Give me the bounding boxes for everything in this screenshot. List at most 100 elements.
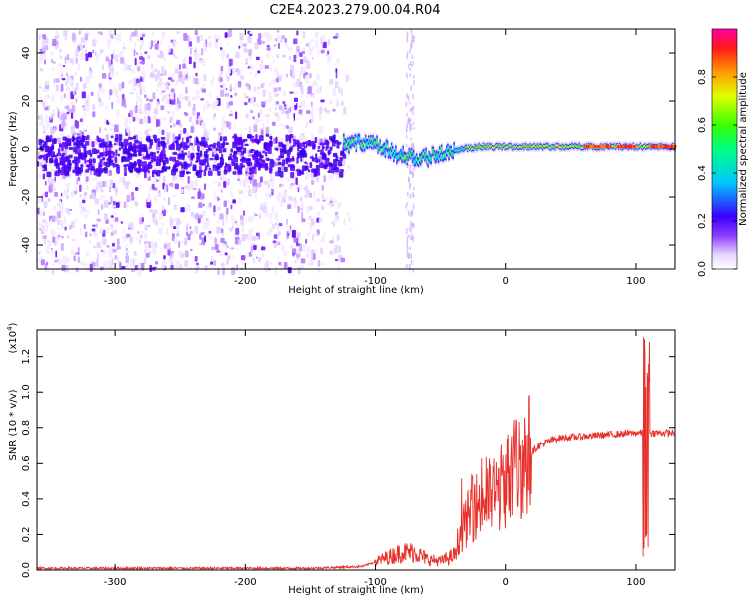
noise-cell bbox=[341, 150, 344, 155]
noise-cell bbox=[406, 112, 408, 117]
noise-cell bbox=[134, 139, 139, 144]
noise-cell bbox=[189, 230, 193, 235]
noise-cell bbox=[406, 51, 409, 56]
ridge-peak bbox=[516, 146, 519, 149]
noise-cell bbox=[279, 170, 284, 178]
noise-cell bbox=[136, 51, 139, 56]
noise-cell bbox=[291, 229, 296, 238]
noise-cell bbox=[222, 174, 227, 182]
noise-cell bbox=[174, 68, 180, 74]
noise-cell bbox=[285, 41, 288, 49]
noise-cell bbox=[297, 153, 302, 159]
noise-cell bbox=[405, 72, 408, 78]
noise-cell bbox=[61, 166, 65, 171]
noise-cell bbox=[193, 112, 196, 115]
noise-cell bbox=[95, 150, 100, 154]
ridge-max bbox=[623, 145, 626, 149]
noise-cell bbox=[132, 84, 137, 91]
ridge-peak bbox=[639, 144, 642, 147]
noise-cell bbox=[129, 236, 134, 243]
noise-cell bbox=[212, 164, 218, 168]
noise-cell bbox=[238, 146, 243, 151]
noise-cell bbox=[85, 41, 87, 50]
noise-cell bbox=[310, 172, 315, 179]
noise-cell bbox=[259, 164, 263, 168]
noise-cell bbox=[254, 164, 259, 168]
noise-cell bbox=[412, 105, 415, 110]
noise-cell bbox=[309, 259, 314, 266]
ridge-max bbox=[605, 145, 608, 149]
noise-cell bbox=[182, 170, 185, 176]
noise-cell bbox=[412, 236, 415, 243]
noise-cell bbox=[273, 87, 278, 93]
noise-cell bbox=[241, 139, 245, 143]
noise-cell bbox=[114, 217, 119, 222]
noise-cell bbox=[251, 154, 255, 158]
noise-cell bbox=[149, 208, 154, 213]
noise-cell bbox=[299, 243, 303, 252]
noise-cell bbox=[250, 243, 255, 246]
noise-cell bbox=[74, 166, 78, 173]
noise-cell bbox=[249, 149, 254, 154]
ridge-peak bbox=[474, 145, 476, 148]
noise-cell bbox=[319, 239, 324, 243]
noise-cell bbox=[65, 80, 68, 86]
noise-cell bbox=[413, 127, 415, 130]
noise-cell bbox=[226, 244, 229, 249]
ridge-max bbox=[620, 145, 622, 149]
ridge-peak bbox=[507, 146, 509, 149]
ridge-max bbox=[625, 145, 628, 149]
noise-cell bbox=[109, 74, 113, 78]
noise-cell bbox=[54, 171, 57, 177]
noise-cell bbox=[64, 226, 67, 231]
noise-cell bbox=[101, 73, 107, 79]
noise-cell bbox=[146, 98, 149, 101]
noise-cell bbox=[409, 185, 411, 190]
noise-cell bbox=[285, 125, 289, 129]
ridge-core bbox=[425, 150, 427, 157]
noise-cell bbox=[42, 235, 47, 239]
noise-cell bbox=[143, 155, 148, 160]
snr-y-ticks: 0.00.20.40.60.81.01.2 bbox=[21, 349, 675, 578]
noise-cell bbox=[86, 94, 90, 102]
noise-cell bbox=[115, 54, 118, 63]
ridge-peak bbox=[534, 146, 537, 149]
noise-cell bbox=[179, 264, 182, 270]
noise-cell bbox=[311, 218, 314, 227]
noise-cell bbox=[80, 164, 84, 168]
noise-cell bbox=[408, 226, 411, 231]
noise-cell bbox=[68, 154, 73, 159]
noise-cell bbox=[156, 169, 161, 177]
ridge-peak bbox=[408, 152, 411, 155]
noise-cell bbox=[117, 153, 121, 157]
noise-cell bbox=[44, 58, 46, 65]
noise-cell bbox=[296, 46, 300, 50]
noise-cell bbox=[256, 140, 260, 145]
ridge-core bbox=[385, 142, 388, 148]
noise-cell bbox=[154, 43, 159, 50]
noise-cell bbox=[194, 30, 198, 36]
ridge-max bbox=[595, 145, 597, 149]
noise-cell bbox=[326, 157, 330, 161]
noise-cell bbox=[335, 71, 338, 79]
noise-cell bbox=[332, 88, 335, 96]
noise-cell bbox=[406, 123, 409, 128]
noise-cell bbox=[320, 99, 325, 103]
noise-cell bbox=[406, 264, 409, 267]
ridge-core bbox=[456, 148, 458, 152]
noise-cell bbox=[45, 180, 47, 186]
ridge-max bbox=[609, 145, 612, 149]
noise-cell bbox=[316, 73, 320, 81]
x-tick-label: -300 bbox=[104, 577, 127, 588]
noise-cell bbox=[226, 53, 229, 59]
noise-cell bbox=[201, 88, 206, 93]
noise-cell bbox=[71, 104, 76, 113]
ridge-core bbox=[387, 150, 390, 157]
noise-cell bbox=[268, 213, 273, 220]
noise-cell bbox=[133, 258, 137, 261]
noise-cell bbox=[323, 231, 327, 235]
noise-cell bbox=[413, 80, 415, 86]
ridge-peak bbox=[503, 144, 505, 147]
noise-cell bbox=[159, 73, 165, 76]
noise-cell bbox=[304, 194, 308, 199]
